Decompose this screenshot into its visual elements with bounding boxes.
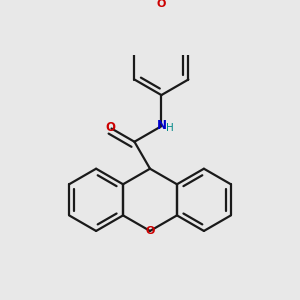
Text: N: N [157,119,167,132]
Text: O: O [145,226,155,236]
Text: O: O [157,0,166,9]
Text: H: H [166,123,173,133]
Text: O: O [106,121,116,134]
